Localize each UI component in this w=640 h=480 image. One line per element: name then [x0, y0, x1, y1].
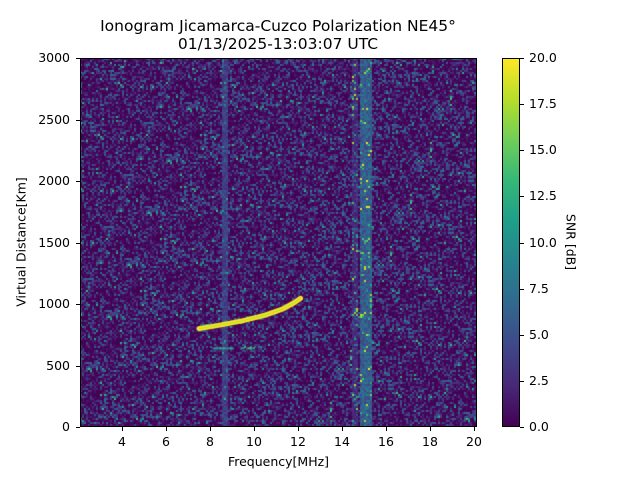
ionogram-heatmap [80, 58, 477, 427]
colorbar [502, 58, 520, 427]
colorbar-tick-label: 20.0 [529, 50, 557, 65]
x-tick-mark [210, 427, 211, 431]
x-tick-mark [254, 427, 255, 431]
x-tick-label: 6 [162, 434, 170, 449]
x-tick-label: 12 [290, 434, 306, 449]
colorbar-tick-mark [520, 288, 524, 290]
y-tick-mark [76, 304, 80, 305]
chart-title: Ionogram Jicamarca-Cuzco Polarization NE… [0, 17, 556, 53]
x-tick-label: 8 [206, 434, 214, 449]
x-tick-label: 16 [378, 434, 394, 449]
colorbar-tick-mark [520, 150, 524, 151]
y-tick-mark [76, 365, 80, 367]
colorbar-tick-mark [520, 196, 524, 197]
y-tick-label: 1500 [38, 234, 70, 250]
x-tick-label: 4 [118, 434, 126, 449]
x-tick-mark [298, 427, 299, 431]
colorbar-tick-label: 12.5 [529, 188, 557, 203]
colorbar-tick-mark [520, 380, 524, 382]
y-tick-label: 1000 [38, 296, 70, 311]
y-tick-label: 2000 [38, 173, 70, 188]
chart-title-line1: Ionogram Jicamarca-Cuzco Polarization NE… [100, 17, 456, 35]
x-tick-label: 18 [422, 434, 438, 449]
x-tick-mark [430, 427, 431, 431]
y-tick-label: 2500 [38, 111, 70, 127]
y-tick-label: 500 [46, 357, 70, 373]
chart-title-line2: 01/13/2025-13:03:07 UTC [177, 35, 379, 53]
colorbar-tick-label: 17.5 [529, 96, 557, 111]
x-tick-mark [474, 427, 475, 431]
x-tick-label: 20 [466, 434, 482, 449]
colorbar-label: SNR [dB] [563, 213, 579, 271]
x-tick-label: 10 [246, 434, 262, 449]
y-tick-mark [76, 427, 80, 428]
colorbar-tick-mark [520, 104, 524, 105]
heatmap-canvas [80, 58, 477, 427]
y-axis-label: Virtual Distance[Km] [13, 177, 29, 307]
x-axis-label: Frequency[MHz] [227, 454, 330, 469]
colorbar-tick-label: 5.0 [529, 326, 549, 342]
x-tick-mark [122, 427, 123, 431]
colorbar-tick-label: 2.5 [529, 372, 549, 388]
y-tick-mark [76, 58, 80, 59]
y-tick-mark [76, 119, 80, 121]
y-tick-label: 0 [62, 419, 70, 434]
y-tick-mark [76, 181, 80, 182]
colorbar-tick-mark [520, 242, 524, 244]
y-tick-mark [76, 242, 80, 244]
x-tick-mark [166, 427, 167, 431]
x-tick-mark [386, 427, 387, 431]
colorbar-tick-mark [520, 427, 524, 428]
colorbar-tick-label: 15.0 [529, 142, 557, 157]
y-tick-label: 3000 [38, 50, 70, 65]
colorbar-tick-label: 10.0 [529, 234, 557, 250]
colorbar-tick-label: 7.5 [529, 280, 549, 296]
x-tick-mark [342, 427, 343, 431]
colorbar-tick-mark [520, 58, 524, 59]
colorbar-tick-mark [520, 334, 524, 336]
x-tick-label: 14 [334, 434, 350, 449]
colorbar-tick-label: 0.0 [529, 419, 549, 434]
